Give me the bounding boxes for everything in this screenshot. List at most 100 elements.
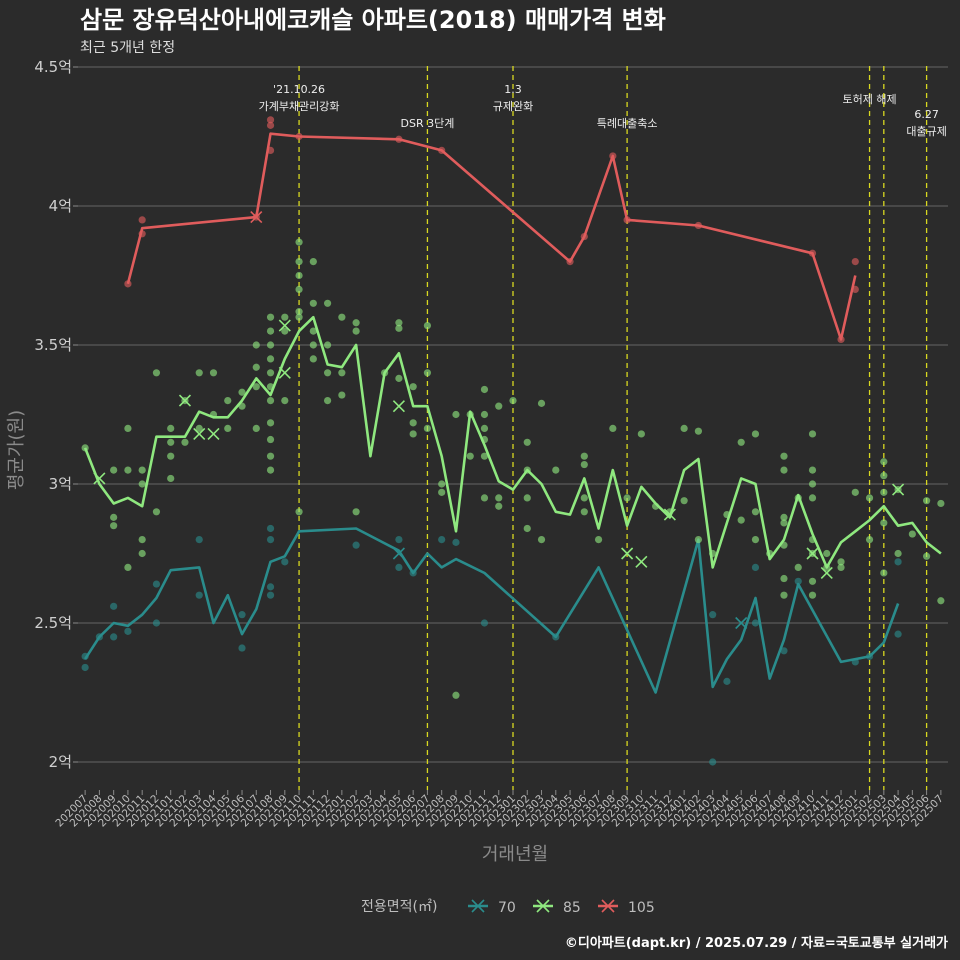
line-105 — [126, 132, 857, 341]
point-85-139 — [823, 549, 831, 558]
event-label-1-0: DSR 3단계 — [401, 117, 455, 130]
point-85-102 — [580, 494, 588, 502]
event-label-2-0: 1.3 — [504, 83, 522, 96]
point-85-143 — [851, 488, 859, 496]
point-85-154 — [923, 497, 931, 505]
point-70-18 — [395, 536, 403, 544]
point-70-9 — [195, 591, 203, 599]
point-85-13 — [167, 424, 175, 432]
cross-85-8 — [635, 555, 648, 568]
point-85-6 — [124, 563, 132, 572]
point-85-61 — [338, 313, 346, 321]
point-85-120 — [751, 536, 760, 544]
point-70-14 — [266, 583, 275, 591]
point-85-82 — [466, 452, 474, 460]
y-axis-title: 평균가(원) — [6, 410, 27, 490]
point-85-119 — [751, 508, 760, 516]
point-85-15 — [167, 452, 175, 460]
point-85-71 — [409, 383, 417, 391]
point-85-145 — [865, 536, 874, 544]
point-70-27 — [723, 677, 731, 685]
point-85-63 — [338, 391, 346, 399]
point-85-85 — [480, 424, 489, 432]
point-85-87 — [480, 452, 489, 460]
point-85-51 — [295, 508, 303, 516]
point-85-128 — [780, 591, 788, 599]
event-label-0-1: 가계부채관리강화 — [259, 100, 340, 113]
point-85-37 — [266, 397, 275, 405]
point-85-96 — [523, 524, 531, 533]
point-105-1 — [138, 216, 146, 224]
point-105-5 — [266, 121, 275, 129]
point-85-7 — [138, 466, 146, 474]
point-85-105 — [609, 424, 617, 432]
point-85-113 — [694, 536, 703, 544]
point-70-7 — [152, 580, 161, 588]
point-70-4 — [110, 633, 118, 641]
point-85-58 — [323, 341, 332, 349]
point-85-80 — [452, 691, 460, 699]
point-85-91 — [495, 502, 503, 510]
point-85-142 — [837, 558, 845, 566]
point-85-104 — [594, 536, 603, 544]
point-85-103 — [580, 508, 588, 516]
y-tick-label-0: 2억 — [49, 753, 72, 771]
point-70-31 — [794, 577, 802, 585]
point-70-34 — [894, 630, 902, 638]
point-85-64 — [352, 319, 360, 327]
cross-85-9 — [663, 508, 676, 521]
point-85-24 — [224, 424, 232, 432]
point-85-55 — [309, 341, 317, 349]
point-85-93 — [523, 438, 531, 446]
point-105-4 — [266, 116, 275, 124]
legend-label-105: 105 — [628, 900, 655, 916]
point-85-137 — [808, 577, 817, 585]
point-85-111 — [680, 497, 688, 505]
point-105-17 — [851, 258, 859, 266]
point-85-2 — [110, 513, 118, 521]
point-85-65 — [352, 327, 360, 335]
point-85-8 — [138, 480, 146, 488]
point-85-50 — [295, 313, 303, 321]
point-85-107 — [637, 430, 645, 438]
point-85-150 — [880, 569, 888, 577]
point-85-147 — [880, 472, 888, 480]
point-85-53 — [309, 299, 317, 307]
point-70-10 — [238, 644, 246, 652]
legend-title: 전용면적(㎡) — [361, 899, 437, 915]
point-85-45 — [295, 238, 303, 246]
cross-85-0 — [93, 472, 106, 485]
y-tick-label-3: 3.5억 — [34, 336, 72, 354]
point-70-3 — [110, 602, 118, 610]
point-85-141 — [837, 563, 845, 572]
point-85-47 — [295, 271, 303, 280]
point-85-153 — [908, 530, 916, 538]
point-85-14 — [167, 438, 175, 446]
event-label-4-0: 토허제 해제 — [843, 92, 897, 106]
cross-85-1 — [178, 394, 192, 407]
point-70-25 — [709, 758, 717, 766]
point-85-42 — [281, 313, 289, 321]
point-85-157 — [937, 597, 945, 605]
point-85-3 — [110, 522, 118, 530]
point-85-89 — [495, 402, 503, 410]
cross-85-11 — [820, 566, 833, 580]
point-85-79 — [452, 410, 460, 419]
point-85-118 — [751, 430, 760, 438]
cross-85-4 — [278, 319, 291, 332]
point-85-155 — [923, 552, 931, 560]
point-85-144 — [865, 494, 874, 502]
point-105-0 — [124, 280, 132, 288]
point-85-88 — [480, 494, 489, 502]
point-85-57 — [323, 299, 332, 307]
point-70-22 — [452, 538, 460, 546]
point-70-35 — [894, 558, 902, 566]
cross-70-0 — [392, 547, 405, 560]
cross-85-12 — [892, 483, 905, 496]
point-85-78 — [438, 488, 446, 496]
cross-105-0 — [250, 211, 263, 224]
point-85-117 — [737, 516, 745, 524]
point-85-72 — [409, 419, 417, 427]
point-85-98 — [537, 536, 546, 544]
point-85-124 — [780, 513, 788, 521]
